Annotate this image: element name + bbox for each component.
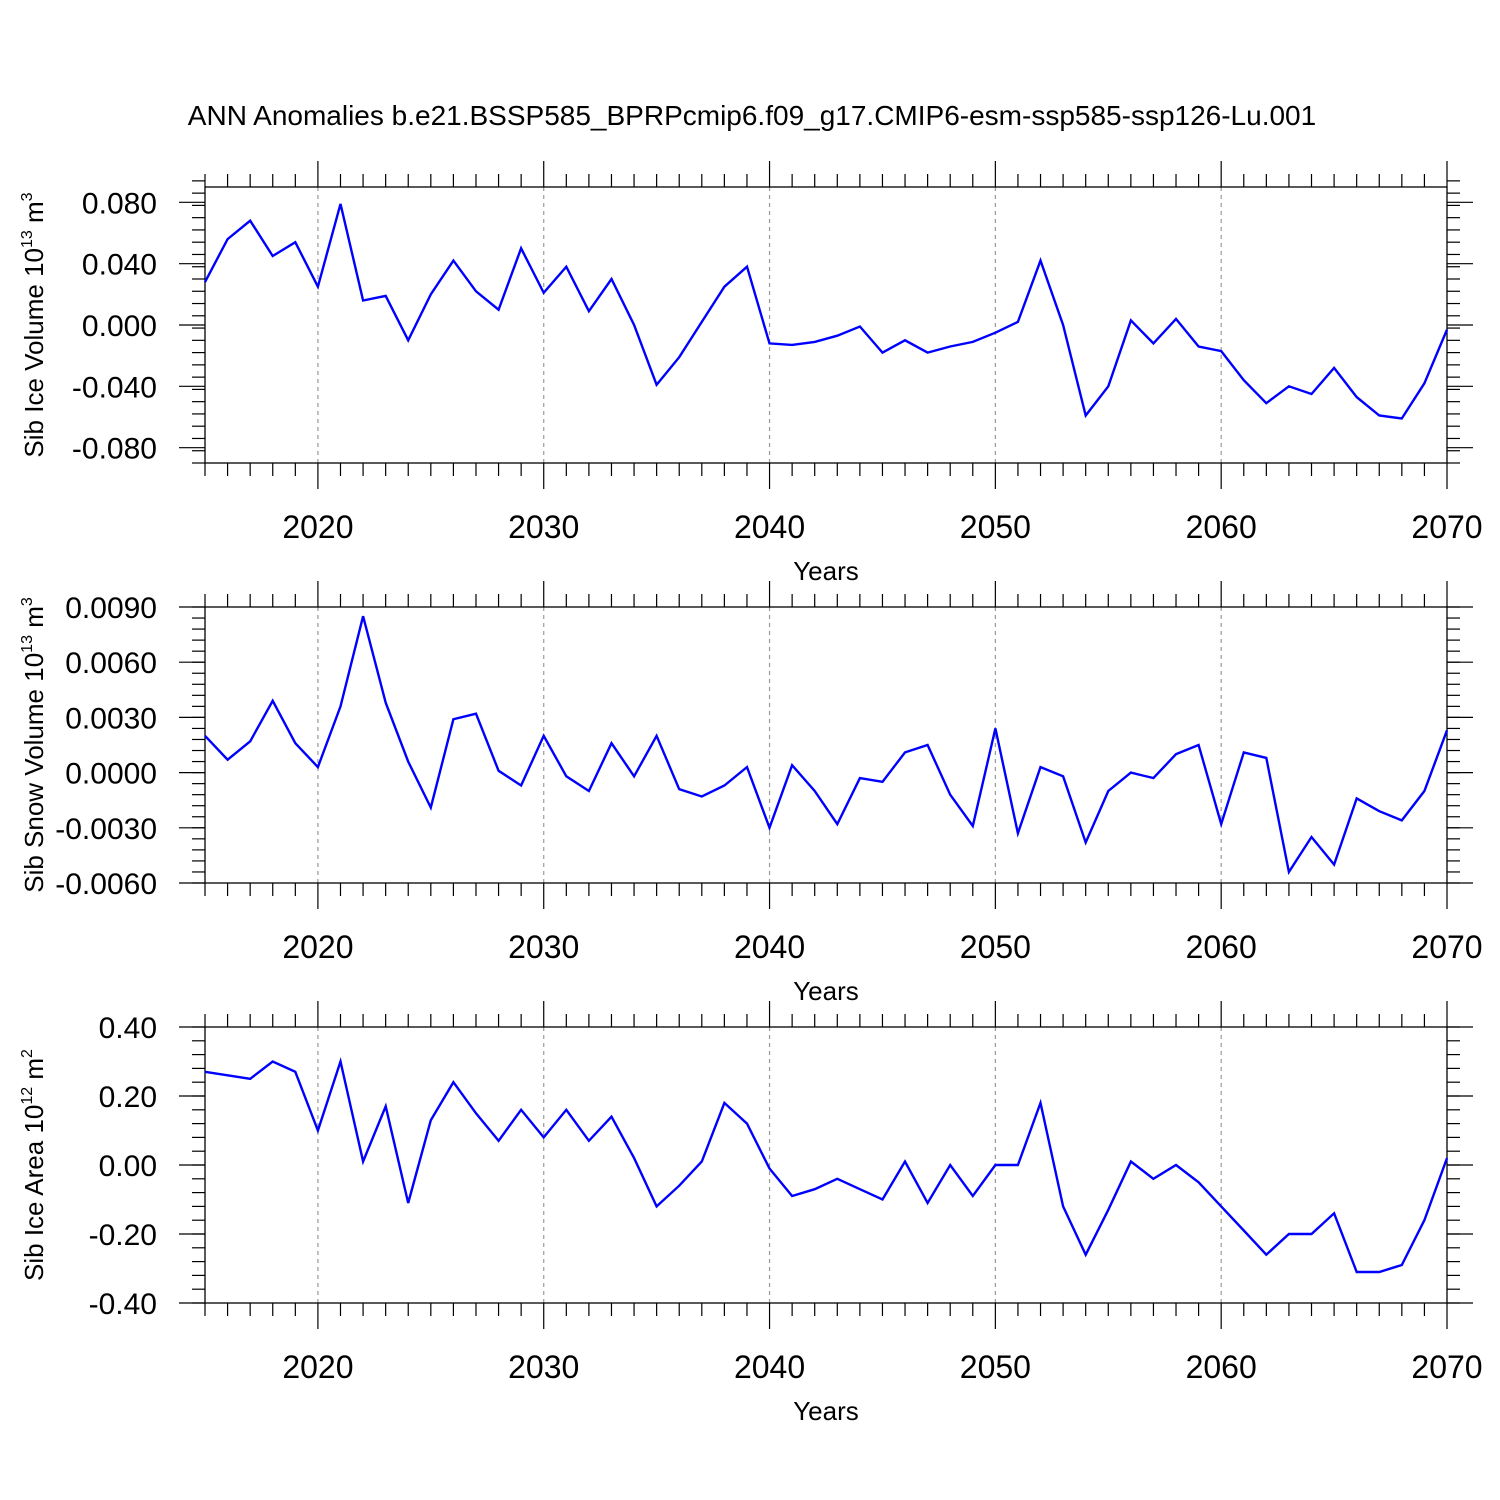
x-tick-label: 2060: [1186, 509, 1257, 545]
y-tick-label: 0.0090: [65, 592, 157, 625]
x-tick-label: 2040: [734, 1349, 805, 1385]
series-line: [203, 203, 1449, 420]
x-axis-label: Years: [793, 976, 859, 1006]
y-axis-label: Sib Snow Volume 1013 m3: [19, 597, 49, 893]
x-tick-label: 2070: [1411, 929, 1482, 965]
x-tick-label: 2040: [734, 929, 805, 965]
y-axis-label-unit: m: [19, 201, 49, 230]
x-axis-label: Years: [793, 1396, 859, 1426]
y-axis-label-unit-exponent: 3: [19, 597, 36, 606]
y-tick-label: 0.0000: [65, 758, 157, 791]
y-tick-label: -0.40: [89, 1288, 157, 1321]
y-axis-label: Sib Ice Area 1012 m2: [19, 1049, 49, 1281]
panel-1: -0.080 -0.040 0.000 0.040 0.080 2020 2030 2040 2…: [19, 161, 1483, 586]
x-tick-label: 2020: [282, 929, 353, 965]
x-tick-label: 2060: [1186, 1349, 1257, 1385]
y-axis-label-unit-exponent: 2: [19, 1049, 36, 1058]
y-tick-label: -0.040: [72, 371, 157, 404]
series-line: [204, 615, 1449, 876]
y-tick-label: -0.080: [72, 433, 157, 466]
y-axis-label-unit: m: [19, 1058, 49, 1087]
x-tick-label: 2070: [1411, 1349, 1482, 1385]
y-tick-label: 0.040: [82, 249, 157, 282]
panel-3: -0.40 -0.20 0.00 0.20 0.40 2020 2030 2040 2050 20…: [19, 1001, 1483, 1426]
x-tick-label: 2050: [960, 509, 1031, 545]
y-axis-label-exponent: 12: [19, 1087, 36, 1105]
y-axis-label-text: Sib Snow Volume 10: [19, 653, 49, 893]
y-tick-label: 0.080: [82, 187, 157, 220]
y-tick-label: -0.0030: [55, 813, 157, 846]
y-axis-label-text: Sib Ice Volume 10: [19, 248, 49, 458]
x-axis-label: Years: [793, 556, 859, 586]
plot-frame: [204, 606, 1448, 884]
x-tick-label: 2020: [282, 1349, 353, 1385]
y-tick-label: 0.0060: [65, 647, 157, 680]
x-tick-label: 2060: [1186, 929, 1257, 965]
x-tick-label: 2030: [508, 509, 579, 545]
y-tick-label: 0.00: [99, 1150, 157, 1183]
x-tick-label: 2040: [734, 509, 805, 545]
y-axis-label: Sib Ice Volume 1013 m3: [19, 192, 49, 457]
y-tick-label: 0.0030: [65, 702, 157, 735]
y-axis-label-exponent: 13: [19, 635, 36, 653]
y-tick-label: 0.000: [82, 310, 157, 343]
y-tick-label: -0.0060: [55, 868, 157, 901]
y-axis-label-unit: m: [19, 606, 49, 635]
panel-2: -0.0060 -0.0030 0.0000 0.0030 0.0060 0.0090 20…: [19, 581, 1483, 1006]
x-tick-label: 2050: [960, 929, 1031, 965]
x-tick-label: 2020: [282, 509, 353, 545]
y-axis-label-unit-exponent: 3: [19, 192, 36, 201]
y-axis-label-exponent: 13: [19, 230, 36, 248]
plot-frame: [204, 186, 1448, 464]
x-tick-label: 2030: [508, 1349, 579, 1385]
y-tick-label: -0.20: [89, 1219, 157, 1252]
y-tick-label: 0.40: [99, 1012, 157, 1045]
chart-title: ANN Anomalies b.e21.BSSP585_BPRPcmip6.f0…: [188, 100, 1316, 131]
plot-frame: [204, 1026, 1448, 1304]
y-tick-label: 0.20: [99, 1081, 157, 1114]
x-tick-label: 2050: [960, 1349, 1031, 1385]
x-tick-label: 2070: [1411, 509, 1482, 545]
series-line: [204, 1056, 1449, 1274]
x-tick-label: 2030: [508, 929, 579, 965]
y-axis-label-text: Sib Ice Area 10: [19, 1105, 49, 1281]
chart-panels: -0.080 -0.040 0.000 0.040 0.080 2020 2030 2040 2…: [19, 161, 1483, 1426]
